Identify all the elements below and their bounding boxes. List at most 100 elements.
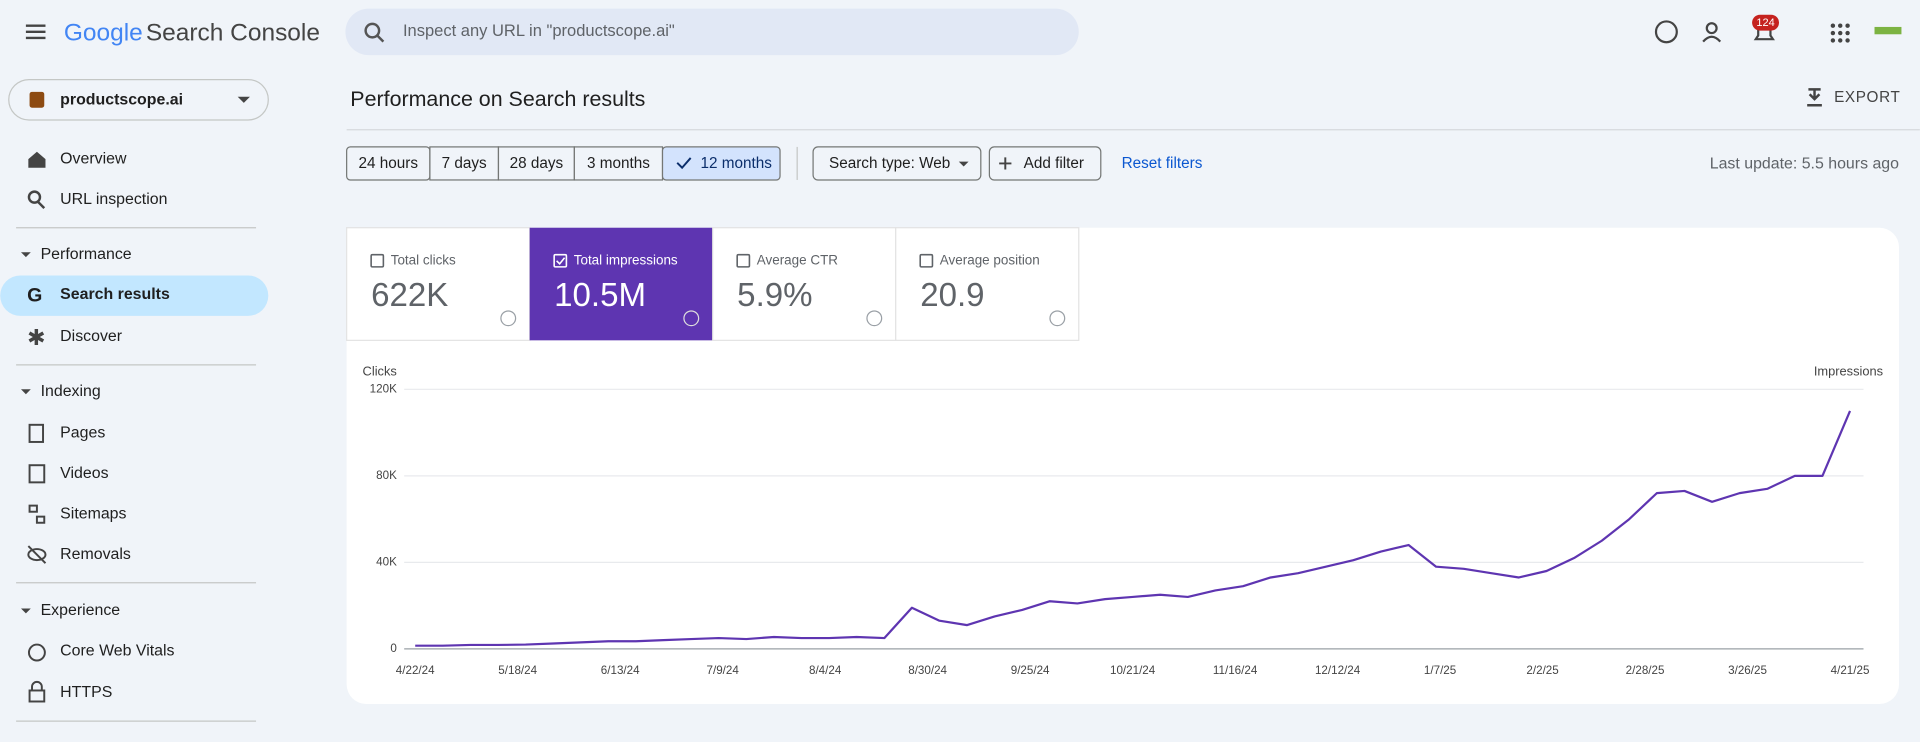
export-button[interactable]: EXPORT — [1834, 89, 1900, 106]
checkbox — [919, 253, 934, 268]
nav-item[interactable]: ✱ Discover — [27, 325, 123, 350]
apps-icon[interactable] — [1830, 23, 1850, 43]
metric-card[interactable] — [712, 227, 897, 341]
metric-card[interactable] — [529, 227, 713, 341]
nav-item[interactable]: Pages — [28, 423, 106, 443]
date-range-label: 3 months — [587, 155, 650, 172]
section-title[interactable]: Performance — [41, 246, 132, 263]
y-axis-label: Clicks — [363, 364, 397, 379]
chart-card — [346, 227, 1900, 704]
x-tick-label: 8/30/24 — [908, 664, 947, 677]
search-icon — [364, 22, 381, 39]
nav-item-selected[interactable] — [0, 275, 269, 316]
x-tick-label: 10/21/24 — [1110, 664, 1156, 677]
metric-value: 622K — [371, 277, 448, 314]
y-tick-label: 40K — [376, 555, 397, 568]
collapse-arrow[interactable] — [20, 608, 31, 614]
date-range-label: 28 days — [510, 155, 564, 172]
metric-cards: Total clicks 622K Total impressions 10.5M Av… — [346, 227, 1080, 341]
section-title[interactable]: Experience — [41, 602, 121, 619]
date-range-button[interactable] — [429, 146, 500, 181]
nav-item[interactable]: Videos — [28, 464, 109, 484]
y-tick-label: 120K — [370, 382, 397, 395]
help-icon[interactable] — [866, 310, 883, 327]
help-icon[interactable] — [1049, 310, 1066, 327]
users-icon — [1702, 35, 1722, 43]
nav-item[interactable]: Overview — [28, 150, 127, 168]
search-icon — [376, 34, 385, 43]
logo-product: Search Console — [146, 20, 320, 47]
date-range-button[interactable] — [497, 146, 575, 181]
notification-count: 124 — [1756, 17, 1774, 29]
x-tick-label: 1/7/25 — [1424, 664, 1456, 677]
y-tick-label: 80K — [376, 469, 397, 482]
menu-icon[interactable] — [25, 24, 46, 40]
logo-google: Google — [64, 20, 143, 47]
export-icon[interactable] — [1807, 88, 1822, 107]
nav-label: Videos — [60, 465, 108, 482]
search-type-label: Search type: Web — [829, 155, 950, 172]
x-tick-label: 7/9/24 — [707, 664, 740, 677]
metric-label: Total clicks — [391, 252, 456, 267]
checkmark — [556, 257, 566, 266]
metric-card[interactable] — [895, 227, 1080, 341]
x-tick-label: 12/12/24 — [1315, 664, 1361, 677]
y2-axis-label: Impressions — [1814, 364, 1883, 379]
nav-label: Overview — [60, 150, 127, 167]
help-icon[interactable] — [500, 310, 517, 327]
collapse-arrow[interactable] — [20, 389, 31, 395]
nav-label: Search results — [60, 286, 170, 303]
search-placeholder: Inspect any URL in "productscope.ai" — [403, 21, 675, 40]
property-icon — [29, 91, 45, 108]
metric-card[interactable] — [346, 227, 531, 341]
metric-label: Average CTR — [757, 252, 839, 267]
checkbox — [736, 253, 751, 268]
nav-item[interactable]: Removals — [27, 545, 131, 564]
date-range-label: 7 days — [442, 155, 487, 172]
metric-label: Average position — [940, 252, 1040, 267]
nav-label: Removals — [60, 546, 131, 563]
date-range-group: 24 hours 7 days 28 days 3 months 12 months — [346, 146, 781, 181]
x-tick-label: 2/2/25 — [1526, 664, 1558, 677]
x-tick-label: 6/13/24 — [601, 664, 640, 677]
add-filter-button[interactable] — [988, 146, 1102, 181]
avatar[interactable] — [1874, 26, 1902, 35]
x-tick-label: 2/28/25 — [1626, 664, 1665, 677]
nav-item[interactable]: Sitemaps — [28, 504, 127, 524]
nav-label: URL inspection — [60, 191, 167, 208]
checkbox — [370, 253, 385, 268]
property-selector[interactable] — [8, 78, 269, 121]
date-range-label: 24 hours — [359, 155, 419, 172]
nav-item[interactable]: URL inspection — [27, 190, 167, 209]
nav-label: Pages — [60, 425, 105, 442]
discover-icon: ✱ — [27, 325, 45, 350]
date-range-button[interactable] — [573, 146, 664, 181]
help-icon[interactable] — [1654, 20, 1678, 44]
nav-item[interactable]: Core Web Vitals — [27, 643, 175, 662]
search-type-button[interactable] — [812, 146, 982, 181]
metric-label: Total impressions — [574, 252, 678, 267]
nav-label: Discover — [60, 328, 123, 345]
search-box[interactable] — [345, 8, 1079, 56]
impressions-line — [415, 410, 1852, 647]
help-icon[interactable] — [683, 310, 700, 327]
date-range-button[interactable] — [661, 146, 781, 181]
x-tick-label: 3/26/25 — [1728, 664, 1767, 677]
add-filter-label: Add filter — [1024, 155, 1084, 172]
notification-badge — [1752, 14, 1780, 31]
google-icon: G — [27, 284, 42, 306]
nav-label: Sitemaps — [60, 505, 126, 522]
check-icon — [676, 157, 692, 170]
dropdown-arrow — [958, 161, 969, 167]
property-name: productscope.ai — [60, 92, 183, 109]
collapse-arrow[interactable] — [20, 252, 31, 258]
metric-value: 10.5M — [554, 277, 646, 314]
page-title: Performance on Search results — [350, 87, 645, 111]
users-icon[interactable] — [1705, 22, 1718, 35]
nav-item[interactable]: HTTPS — [28, 681, 113, 703]
nav-label: Core Web Vitals — [60, 643, 174, 660]
reset-filters[interactable]: Reset filters — [1122, 155, 1203, 172]
section-title[interactable]: Indexing — [41, 383, 101, 400]
metric-value: 20.9 — [920, 277, 984, 314]
